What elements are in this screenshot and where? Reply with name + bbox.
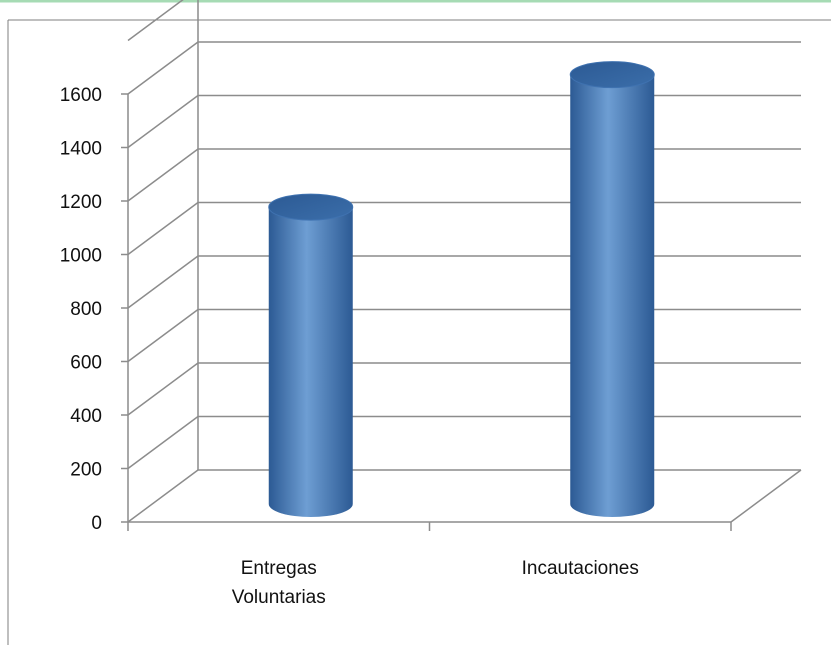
gridline-side — [127, 308, 199, 363]
bars — [268, 61, 655, 518]
bar-body — [268, 207, 353, 518]
bar-1 — [268, 193, 354, 518]
y-tick-labels: 0 200 400 600 800 1000 1200 1400 1600 — [60, 85, 102, 534]
gridline-side — [127, 415, 199, 470]
y-tick-label: 1200 — [60, 192, 102, 213]
x-tick-label: Incautaciones — [522, 558, 639, 579]
bar-body — [570, 74, 655, 518]
floor-right-edge — [730, 469, 802, 523]
gridline-side — [127, 94, 199, 149]
gridline-side — [127, 201, 199, 256]
x-tick-label: Voluntarias — [232, 587, 326, 608]
y-tick-label: 1600 — [60, 85, 102, 106]
y-tick-label: 200 — [70, 460, 102, 481]
gridline-side — [127, 41, 199, 95]
y-tick-label: 1400 — [60, 139, 102, 160]
x-tick-label: Entregas — [241, 558, 317, 579]
y-tick-label: 600 — [70, 353, 102, 374]
gridline-side — [127, 255, 199, 309]
gridline-side — [127, 0, 184, 42]
bar-top — [268, 193, 354, 221]
y-tick-label: 800 — [70, 299, 102, 320]
axes — [121, 93, 732, 531]
y-tick-label: 400 — [70, 406, 102, 427]
gridline-side — [127, 362, 199, 416]
x-tick-labels: Entregas Voluntarias Incautaciones — [232, 558, 639, 608]
y-tick-label: 0 — [91, 513, 102, 534]
floor-left-edge — [127, 469, 199, 523]
y-tick-label: 1000 — [60, 246, 102, 267]
bar-top — [569, 61, 655, 89]
gridlines — [127, 0, 802, 523]
bar-2 — [569, 61, 655, 518]
gridline-side — [127, 148, 199, 202]
